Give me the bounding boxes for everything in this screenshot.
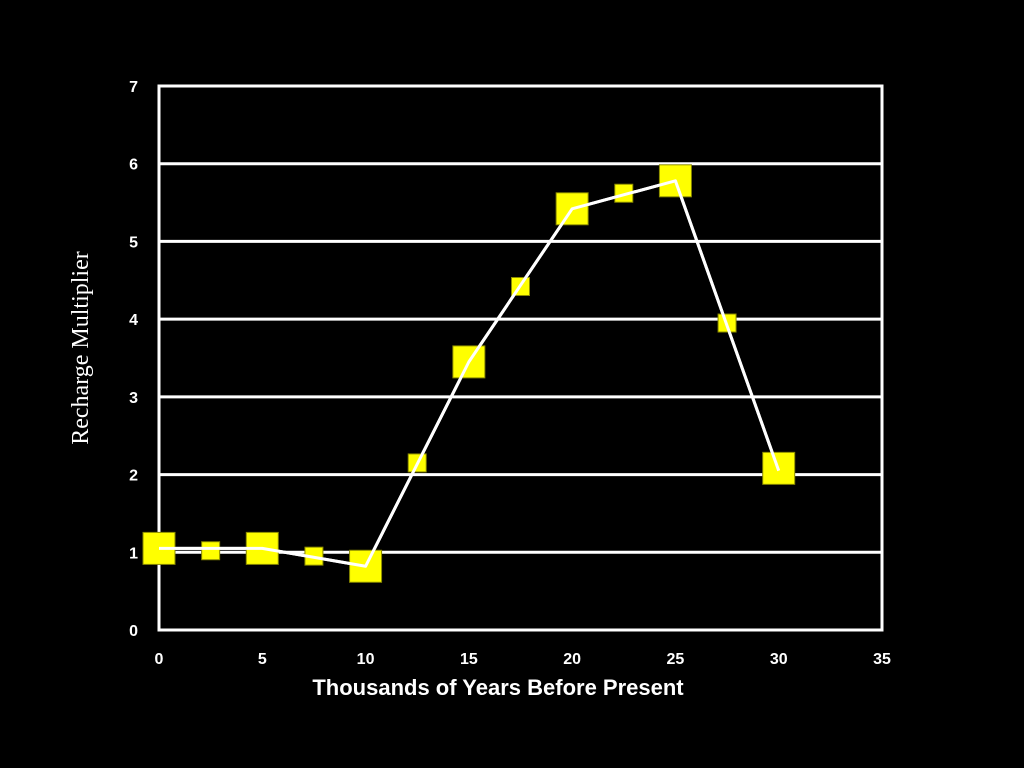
x-tick-label: 15 — [460, 651, 478, 668]
y-tick-label: 0 — [129, 623, 138, 640]
y-tick-label: 3 — [129, 390, 138, 407]
x-tick-label: 10 — [357, 651, 375, 668]
grid-lines — [159, 162, 882, 554]
y-tick-label: 7 — [129, 79, 138, 96]
y-tick-label: 5 — [129, 234, 138, 251]
y-tick-label: 4 — [129, 312, 138, 329]
y-tick-label: 2 — [129, 468, 138, 485]
x-tick-label: 0 — [155, 651, 164, 668]
y-axis-label: Recharge Multiplier — [68, 251, 94, 445]
plot-frame — [157, 84, 884, 632]
x-axis-label: Thousands of Years Before Present — [312, 675, 684, 700]
y-tick-label: 1 — [129, 545, 138, 562]
y-tick-labels: 0 1 2 3 4 5 6 7 — [129, 79, 138, 640]
x-tick-label: 35 — [873, 651, 891, 668]
x-tick-label: 5 — [258, 651, 267, 668]
x-tick-labels: 0 5 10 15 20 25 30 35 — [155, 651, 891, 668]
x-tick-label: 25 — [667, 651, 685, 668]
y-tick-label: 6 — [129, 157, 138, 174]
data-point-small — [201, 541, 221, 561]
series-line-overlay — [159, 179, 781, 568]
x-tick-label: 30 — [770, 651, 788, 668]
marker-layer — [142, 164, 796, 583]
x-tick-label: 20 — [563, 651, 581, 668]
